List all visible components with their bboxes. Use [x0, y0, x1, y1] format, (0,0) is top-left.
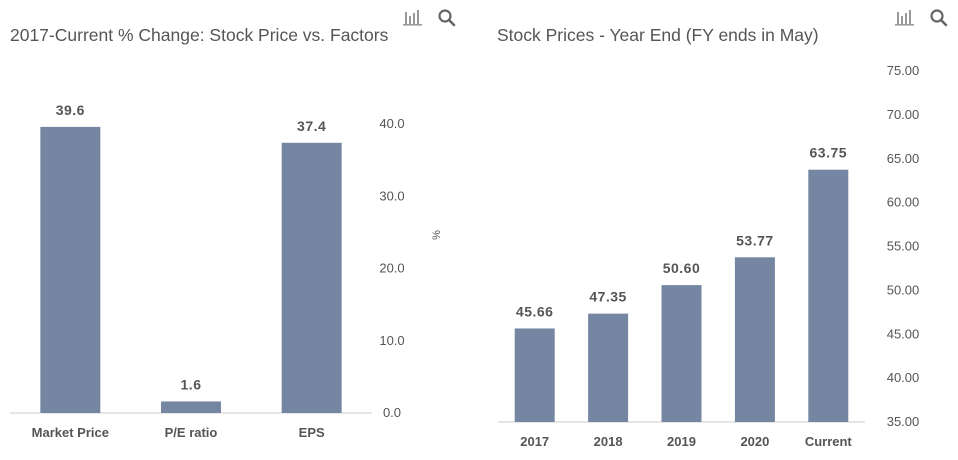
y-tick-label: 75.00: [887, 63, 920, 78]
bar-value-label: 63.75: [810, 145, 848, 161]
y-tick-label: 20.0: [379, 261, 404, 276]
chart-toolbar: [894, 8, 950, 28]
search-icon[interactable]: [436, 8, 458, 28]
y-axis-label: %: [431, 230, 443, 240]
y-tick-label: 55.00: [887, 239, 920, 254]
bar-value-label: 39.6: [56, 102, 85, 118]
bar-value-label: 1.6: [181, 376, 202, 392]
chart-panel-left: 2017-Current % Change: Stock Price vs. F…: [0, 0, 470, 460]
bar-chart-icon[interactable]: [402, 8, 424, 28]
y-tick-label: 60.00: [887, 195, 920, 210]
bar-value-label: 45.66: [516, 303, 554, 319]
x-tick-label: 2018: [594, 434, 623, 449]
x-tick-label: P/E ratio: [165, 425, 218, 440]
chart-right: 35.00 40.00 45.00 50.00 55.00 60.00 65.00 70.00…: [498, 63, 920, 449]
y-tick-label: 40.0: [379, 116, 404, 131]
y-tick-label: 70.00: [887, 107, 920, 122]
bar[interactable]: [514, 328, 555, 422]
y-tick-label: 30.0: [379, 188, 404, 203]
bar-value-label: 47.35: [589, 289, 627, 305]
y-tick-label: 40.00: [887, 370, 920, 385]
chart-panel-right: Stock Prices - Year End (FY ends in May)…: [480, 0, 958, 460]
search-icon[interactable]: [928, 8, 950, 28]
chart-title: 2017-Current % Change: Stock Price vs. F…: [10, 25, 389, 45]
chart-title: Stock Prices - Year End (FY ends in May): [497, 25, 819, 45]
bar[interactable]: [40, 126, 101, 413]
y-tick-label: 65.00: [887, 151, 920, 166]
bar-value-label: 37.4: [297, 118, 326, 134]
x-tick-label: 2019: [667, 434, 696, 449]
bar-value-label: 53.77: [736, 232, 774, 248]
bar[interactable]: [161, 401, 221, 413]
chart-left: 0.0 10.0 20.0 30.0 40.0% 39.6 Market Price 1.6 P…: [10, 102, 443, 440]
bar-chart-icon[interactable]: [894, 8, 916, 28]
bar[interactable]: [661, 285, 702, 422]
x-tick-label: Market Price: [32, 425, 109, 440]
chart-toolbar: [402, 8, 458, 28]
bar[interactable]: [588, 313, 629, 422]
x-tick-label: Current: [805, 434, 853, 449]
y-tick-label: 35.00: [887, 414, 920, 429]
y-tick-label: 45.00: [887, 326, 920, 341]
bar-value-label: 50.60: [663, 260, 701, 276]
bar[interactable]: [734, 257, 775, 422]
bar[interactable]: [808, 169, 849, 422]
bar[interactable]: [281, 142, 342, 413]
y-tick-label: 10.0: [379, 333, 404, 348]
x-tick-label: 2020: [740, 434, 769, 449]
y-tick-label: 50.00: [887, 282, 920, 297]
y-tick-label: 0.0: [383, 405, 401, 420]
x-tick-label: EPS: [299, 425, 325, 440]
x-tick-label: 2017: [520, 434, 549, 449]
